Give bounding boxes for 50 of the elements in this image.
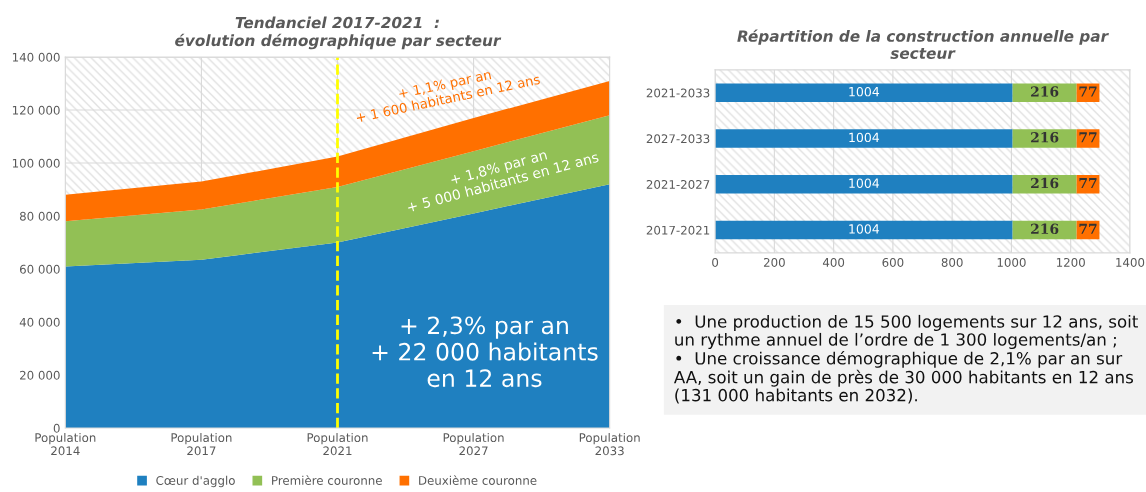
data-label: 77 xyxy=(1079,86,1097,97)
data-label: 1004 xyxy=(849,178,880,188)
data-label: 216 xyxy=(1031,132,1059,143)
bar xyxy=(715,175,1013,194)
y-tick-label: 120 000 xyxy=(12,105,60,115)
bar xyxy=(1012,129,1077,148)
annotation: + 2,3% par an + 22 000 habitants en 12 ans xyxy=(372,316,598,388)
data-label: 77 xyxy=(1079,177,1097,189)
legend-label: Première couronne xyxy=(272,475,382,485)
x-tick-label: 200 xyxy=(763,257,785,267)
y-tick-label: 40 000 xyxy=(19,317,60,327)
chart-title: Tendanciel 2017-2021 : évolution démographique par secteur xyxy=(175,16,502,50)
bar xyxy=(715,83,1013,102)
annotation: + 1,1% par an + 1 600 habitants en 12 ans xyxy=(355,69,541,123)
y-tick-label: 2027-2033 xyxy=(646,134,710,144)
y-tick-label: 2021-2027 xyxy=(646,179,710,189)
legend-label: Deuxième couronne xyxy=(419,475,537,485)
x-tick-label: 400 xyxy=(822,257,845,267)
x-tick-label: Population 2017 xyxy=(171,432,232,456)
data-label: 77 xyxy=(1079,132,1097,143)
y-tick-label: 100 000 xyxy=(12,158,60,168)
x-tick-label: Population 2033 xyxy=(579,432,640,456)
x-tick-label: 1200 xyxy=(1056,257,1085,267)
x-tick-label: 0 xyxy=(712,257,719,267)
x-tick-label: 1000 xyxy=(997,257,1026,267)
x-tick-label: Population 2021 xyxy=(307,432,368,456)
x-tick-label: 1400 xyxy=(1116,257,1145,267)
legend-label: Cœur d'agglo xyxy=(156,475,235,488)
data-label: 216 xyxy=(1031,223,1059,235)
bar xyxy=(715,220,1013,240)
data-label: 1004 xyxy=(849,224,880,234)
text: • Une production de 15 500 logements sur 12 ans, soit un rythme annuel de l’ordre de 1 300 logements/an ; • Une croissance démographique de 2,1% par an sur AA, soit un gain de près de 30 000 habitants en 12 ans (131 000 habitants en 2032). xyxy=(673,314,1138,404)
y-tick-label: 140 000 xyxy=(12,52,60,62)
x-tick-label: 600 xyxy=(882,257,904,267)
data-label: 216 xyxy=(1031,86,1059,97)
data-label: 1004 xyxy=(849,86,880,97)
y-tick-label: 60 000 xyxy=(19,264,60,274)
y-tick-label: 20 000 xyxy=(20,370,60,380)
data-label: 216 xyxy=(1031,177,1059,189)
y-tick-label: 2021-2033 xyxy=(646,88,710,98)
data-label: 77 xyxy=(1079,223,1097,234)
x-tick-label: Population 2027 xyxy=(443,432,504,456)
y-tick-label: 80 000 xyxy=(19,211,60,221)
x-tick-label: Population 2014 xyxy=(35,432,96,456)
x-tick-label: 800 xyxy=(941,257,963,267)
bar xyxy=(715,129,1013,148)
y-tick-label: 2017-2021 xyxy=(646,225,710,235)
data-label: 1004 xyxy=(849,132,880,143)
y-tick-label: 0 xyxy=(53,423,60,433)
chart-title: Répartition de la construction annuelle par secteur xyxy=(737,29,1109,59)
